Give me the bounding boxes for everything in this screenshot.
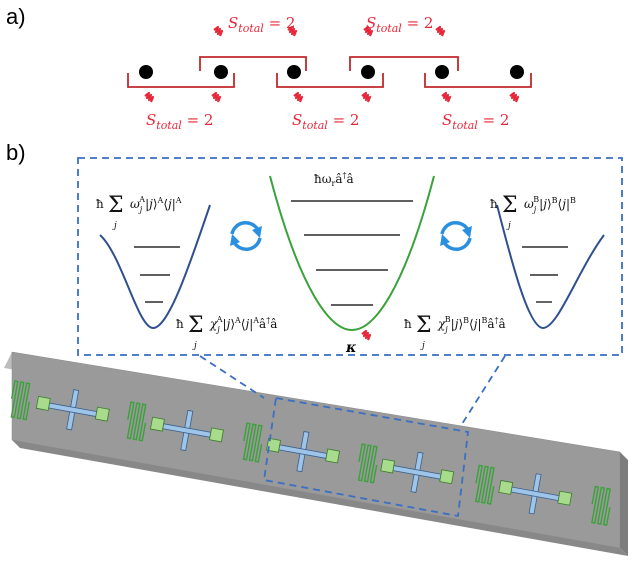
emission-icon: [210, 91, 222, 104]
svg-text:ωjB|j⟩B⟨j|B: ωjB|j⟩B⟨j|B: [524, 195, 576, 214]
svg-text:Stotal = 2: Stotal = 2: [442, 111, 509, 132]
spin-label-top-1: Stotal = 2: [228, 14, 295, 35]
bracket-top-2: [349, 56, 459, 71]
spin-label-bottom-2: Stotal = 2: [292, 111, 359, 132]
coupling-b-term: ħ Σ j χjB|j⟩B⟨j|Bâ†â: [404, 313, 506, 351]
emission-icon: [143, 91, 155, 104]
emission-icon: [440, 91, 452, 104]
bracket-bottom-3: [424, 73, 532, 88]
bracket-top-1: [199, 56, 307, 71]
chain-site: [361, 65, 375, 79]
spin-label-bottom-3: Stotal = 2: [442, 111, 509, 132]
chain-site: [214, 65, 228, 79]
qubit-a-energy-term: ħ Σ j ωjA|j⟩A⟨j|A: [96, 193, 182, 231]
emission-icon: [360, 91, 372, 104]
svg-text:Σ: Σ: [108, 193, 124, 218]
svg-text:ωjA|j⟩A⟨j|A: ωjA|j⟩A⟨j|A: [130, 195, 182, 214]
bracket-bottom-2: [276, 73, 384, 88]
loss-rate-label: κ: [345, 340, 357, 356]
chain-site: [139, 65, 153, 79]
svg-text:ħ: ħ: [96, 197, 104, 211]
bracket-bottom-1: [127, 73, 235, 88]
chip-highlight-box: [262, 396, 469, 518]
svg-text:Stotal = 2: Stotal = 2: [146, 111, 213, 132]
svg-text:Stotal = 2: Stotal = 2: [292, 111, 359, 132]
svg-text:j: j: [192, 341, 197, 351]
emission-icon: [292, 91, 304, 104]
coupling-a-term: ħ Σ j χjA|j⟩A⟨j|Aâ†â: [176, 313, 277, 351]
svg-text:Stotal = 2: Stotal = 2: [228, 14, 295, 35]
spin-label-bottom-1: Stotal = 2: [146, 111, 213, 132]
emission-icon: [508, 91, 520, 104]
qubit-b-potential: [496, 204, 605, 330]
svg-text:Σ: Σ: [188, 313, 204, 338]
swap-arrows-icon: [440, 221, 472, 251]
resonator-potential: [269, 175, 435, 332]
svg-text:Σ: Σ: [502, 193, 518, 218]
svg-text:ħ: ħ: [176, 317, 184, 331]
svg-text:χjB|j⟩B⟨j|Bâ†â: χjB|j⟩B⟨j|Bâ†â: [437, 315, 506, 334]
emission-icon: [434, 25, 446, 38]
zoom-box: [77, 157, 623, 356]
svg-text:j: j: [420, 341, 425, 351]
swap-arrows-icon: [230, 221, 262, 251]
svg-text:χjA|j⟩A⟨j|Aâ†â: χjA|j⟩A⟨j|Aâ†â: [209, 315, 277, 334]
panel-b-label: b): [6, 140, 26, 165]
chain-site: [287, 65, 301, 79]
svg-text:j: j: [112, 221, 117, 231]
qubit-b-energy-term: ħ Σ j ωjB|j⟩B⟨j|B: [490, 193, 576, 231]
svg-text:ħ: ħ: [490, 197, 498, 211]
svg-text:Stotal = 2: Stotal = 2: [366, 14, 433, 35]
emission-icon: [212, 25, 224, 38]
zoom-line-right: [461, 355, 506, 425]
svg-text:j: j: [506, 221, 511, 231]
spin-label-top-2: Stotal = 2: [366, 14, 433, 35]
chain-site: [435, 65, 449, 79]
chip: [4, 351, 628, 556]
panel-a-label: a): [6, 4, 26, 29]
svg-text:Σ: Σ: [416, 313, 432, 338]
chain-site: [510, 65, 524, 79]
zoom-line-left: [199, 355, 265, 399]
svg-text:ħ: ħ: [404, 317, 412, 331]
qubit-a-potential: [99, 204, 211, 330]
